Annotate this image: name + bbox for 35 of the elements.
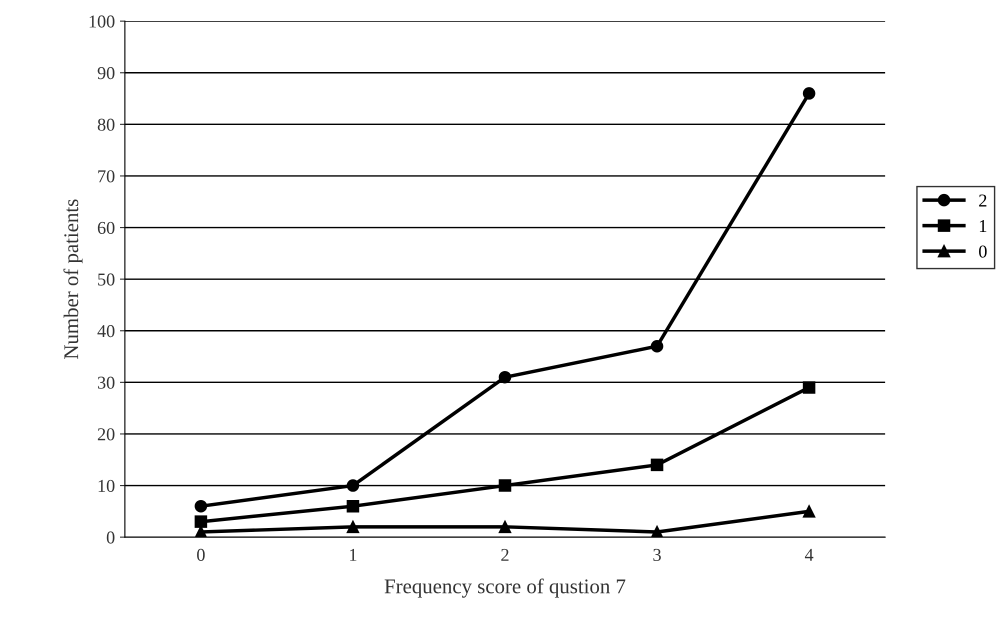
x-tick-label: 4: [804, 548, 814, 561]
point: [498, 520, 512, 534]
x-tick-label: 0: [197, 548, 205, 561]
y-tick-label: 70: [98, 170, 114, 182]
point: [650, 458, 664, 472]
point: [650, 340, 664, 352]
point: [802, 505, 816, 518]
legend-label: 2: [979, 194, 986, 206]
point: [498, 479, 512, 492]
point: [194, 515, 208, 528]
x-tick-label: 3: [653, 548, 661, 561]
point: [346, 520, 360, 534]
y-tick-label: 60: [98, 222, 114, 234]
point: [498, 370, 512, 384]
y-tick-label: 90: [98, 67, 114, 80]
legend-label: 0: [979, 245, 987, 258]
point: [650, 526, 664, 538]
x-axis-title: Frequency score of qustion 7: [384, 578, 626, 598]
y-tick-label: 20: [98, 428, 114, 440]
point: [802, 87, 816, 100]
y-tick-label: 0: [106, 531, 114, 544]
y-tick-label: 40: [97, 325, 114, 338]
point: [802, 381, 816, 394]
point: [346, 479, 360, 492]
y-axis-title: Number of patients: [63, 199, 83, 359]
y-tick-label: 10: [98, 480, 114, 492]
point: [194, 500, 208, 512]
legend-label: 1: [980, 220, 986, 232]
y-tick-label: 50: [98, 273, 114, 286]
y-tick-label: 80: [98, 118, 114, 131]
y-tick-label: 100: [90, 15, 114, 28]
point: [346, 500, 360, 512]
y-tick-label: 30: [98, 376, 114, 389]
x-tick-label: 2: [501, 548, 509, 561]
x-tick-label: 1: [350, 548, 356, 561]
